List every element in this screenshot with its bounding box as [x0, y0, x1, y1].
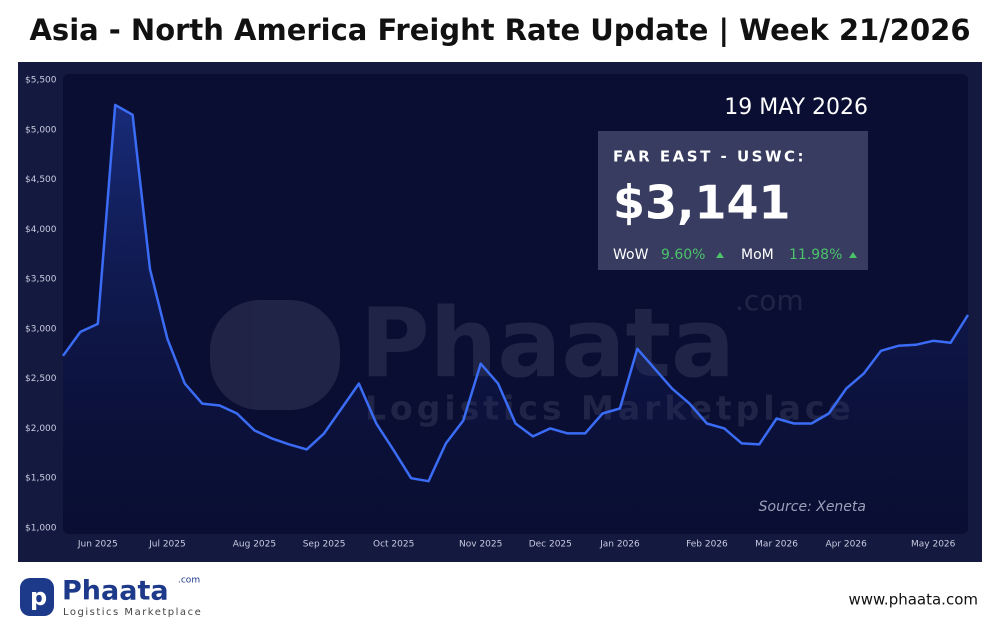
x-tick-label: Mar 2026	[755, 540, 798, 550]
callout-box	[598, 131, 868, 270]
x-tick-label: Jan 2026	[599, 540, 640, 550]
area	[63, 104, 968, 529]
callout-route: FAR EAST - USWC:	[613, 148, 806, 166]
mom-label: MoM	[741, 247, 774, 263]
y-tick-label: $5,000	[25, 125, 57, 135]
mom-value: 11.98%	[789, 247, 842, 263]
y-tick-label: $3,000	[25, 324, 57, 334]
logo-suffix: .com	[178, 576, 200, 586]
y-tick-label: $2,000	[25, 424, 57, 434]
chart-title: Asia - North America Freight Rate Update…	[29, 13, 970, 47]
date-label: 19 MAY 2026	[724, 95, 868, 120]
wow-label: WoW	[613, 247, 649, 263]
y-tick-label: $3,500	[25, 275, 57, 285]
x-tick-label: Jun 2025	[77, 540, 118, 550]
x-tick-label: Dec 2025	[529, 540, 572, 550]
logo-name: Phaata	[62, 576, 169, 607]
y-tick-label: $1,500	[25, 474, 57, 484]
watermark-suffix: .com	[735, 284, 804, 317]
website: www.phaata.com	[849, 591, 979, 609]
watermark: Phaata .com Logistics Marketplace	[210, 284, 851, 428]
line	[61, 103, 970, 483]
source: Source: Xeneta	[759, 499, 866, 515]
y-tick-label: $5,500	[25, 76, 57, 86]
watermark-name: Phaata	[360, 289, 735, 399]
watermark-logo	[210, 300, 340, 410]
logo-icon	[20, 578, 54, 616]
y-tick-label: $4,000	[25, 225, 57, 235]
x-tick-label: Apr 2026	[826, 540, 868, 550]
up-arrow	[849, 252, 857, 258]
x-tick-label: Feb 2026	[686, 540, 728, 550]
y-tick-label: $1,000	[25, 524, 57, 534]
x-tick-label: Sep 2025	[303, 540, 346, 550]
callout-value: $3,141	[613, 176, 791, 230]
x-tick-label: Aug 2025	[233, 540, 276, 550]
logo-icon-letter: p	[30, 583, 47, 611]
logo-tagline: Logistics Marketplace	[63, 607, 202, 618]
up-arrow	[716, 252, 724, 258]
y-tick-label: $4,500	[25, 175, 57, 185]
x-tick-label: Oct 2025	[373, 540, 414, 550]
y-tick-label: $2,500	[25, 374, 57, 384]
x-tick-label: May 2026	[911, 540, 956, 550]
wow-value: 9.60%	[661, 247, 705, 263]
x-tick-label: Nov 2025	[459, 540, 502, 550]
x-tick-label: Jul 2025	[148, 540, 186, 550]
